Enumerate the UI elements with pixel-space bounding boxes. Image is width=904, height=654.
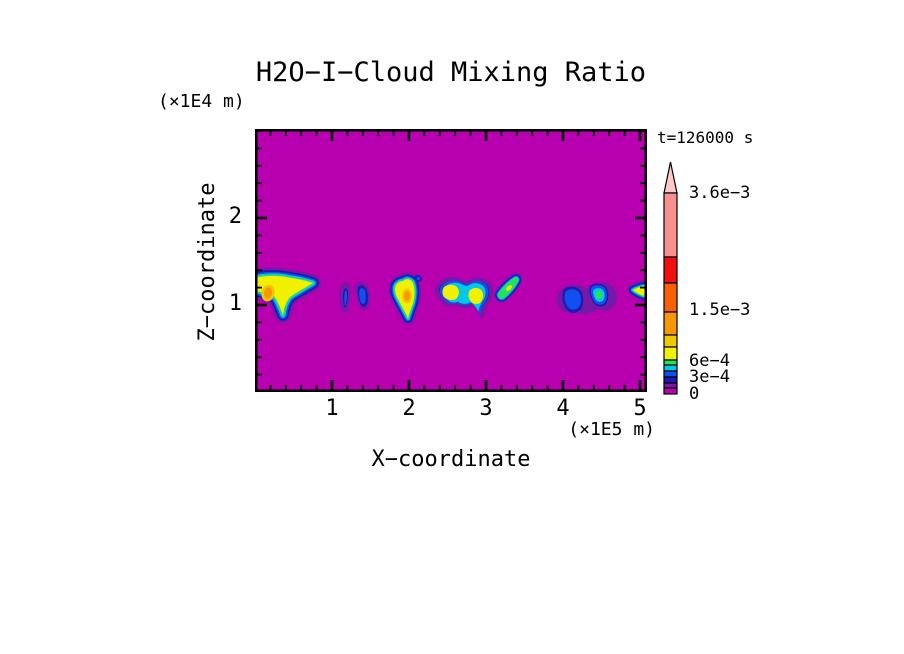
colorbar-segment [663,364,678,372]
z-tick-label: 2 [228,204,242,229]
colorbar-tick-label: 3e−4 [689,367,730,388]
cloud-blob-4 [435,276,494,318]
colorbar-segment [663,334,678,348]
cloud-blob-3 [395,275,422,318]
colorbar-segment [663,192,678,258]
colorbar-segment [663,382,678,389]
plot-background [255,129,647,392]
x-axis-unit-label: (×1E5 m) [568,419,655,440]
colorbar-arrow-tip [663,161,678,194]
colorbar-segment [663,387,678,395]
plot-border [255,129,647,392]
x-axis-title: X−coordinate [371,447,531,472]
cloud-blob-6 [556,282,617,314]
colorbar [663,161,678,395]
colorbar-tick-label: 6e−4 [689,350,730,371]
colorbar-segment [663,256,678,284]
x-tick-label: 2 [402,396,416,421]
colorbar-segment [663,376,678,384]
x-tick-label: 3 [479,396,493,421]
colorbar-tick-label: 1.5e−3 [689,300,751,321]
cloud-blob-2 [339,282,371,313]
colorbar-segment [663,346,678,361]
x-tick-label: 1 [325,396,339,421]
colorbar-segment [663,370,678,378]
x-tick-label: 4 [556,396,570,421]
colorbar-segment [663,359,678,366]
colorbar-segment [663,282,678,313]
timestamp-label: t=126000 s [657,128,754,147]
cloud-blob-1 [255,276,313,315]
z-axis-title: Z−coordinate [195,182,220,342]
plot-title: H2O−I−Cloud Mixing Ratio [255,57,647,88]
colorbar-tick-label: 0 [689,384,700,404]
z-axis-unit-label: (×1E4 m) [158,91,245,112]
colorbar-segment [663,311,678,336]
cloud-contours [255,275,647,318]
contour-plot-area [255,129,647,392]
cloud-blob-5 [498,277,518,299]
z-tick-label: 1 [228,291,242,316]
colorbar-tick-label: 3.6e−3 [689,183,751,203]
x-tick-label: 5 [633,396,647,421]
